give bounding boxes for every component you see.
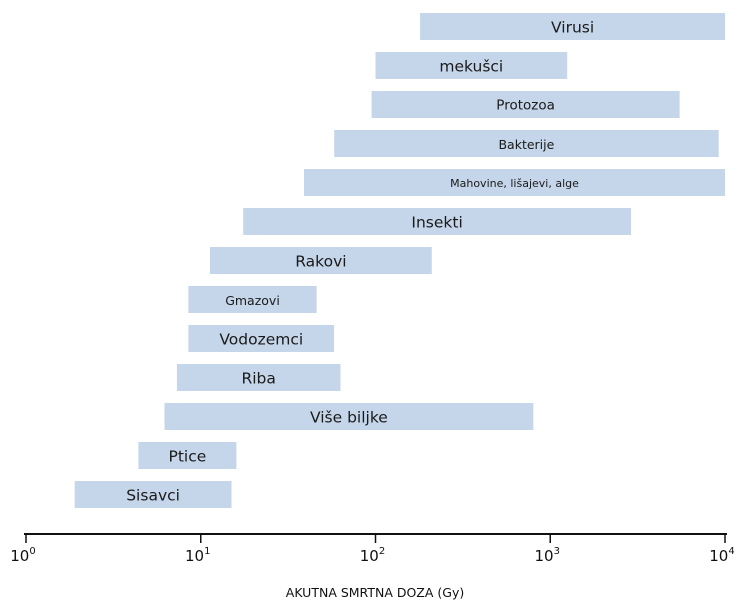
bar-label: Virusi (551, 19, 594, 37)
bars-group: Virusi mekušci Protozoa Bakterije Mahovine, … (75, 13, 725, 508)
bar-label: Bakterije (498, 137, 554, 152)
bar-label: Gmazovi (225, 293, 280, 308)
bar-label: Mahovine, lišajevi, alge (450, 177, 579, 190)
bar-label: Sisavci (126, 487, 180, 505)
bar-label: Protozoa (496, 98, 555, 114)
bar-label: Rakovi (295, 253, 346, 271)
bar-label: Insekti (411, 214, 462, 232)
x-axis-label: AKUTNA SMRTNA DOZA (Gy) (286, 585, 464, 600)
x-tick-label: 101 (185, 546, 210, 565)
x-tick-label: 104 (709, 546, 734, 565)
x-tick-label: 100 (10, 546, 35, 565)
x-tick-label: 103 (535, 546, 560, 565)
bar-label: Vodozemci (219, 331, 303, 349)
bar-label: mekušci (439, 58, 503, 76)
bar-label: Riba (241, 370, 275, 388)
x-axis-ticks: 100 101 102 103 104 (10, 534, 734, 565)
x-tick-label: 102 (360, 546, 385, 565)
bar-label: Ptice (169, 448, 207, 466)
bar-label: Više biljke (310, 409, 388, 427)
